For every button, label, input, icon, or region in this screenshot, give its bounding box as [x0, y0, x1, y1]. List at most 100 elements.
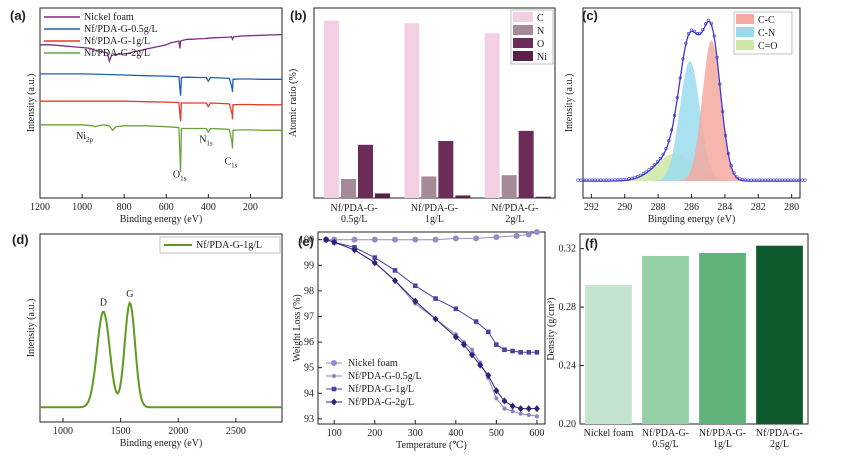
panel-c-data-point-24 — [644, 170, 648, 174]
panel-a-annotation-1: O1s — [173, 169, 187, 182]
panel-d-x-tick-label-1500: 1500 — [111, 426, 131, 437]
panel-c-data-point-54 — [729, 164, 733, 168]
panel-e-point-2-13 — [518, 350, 523, 355]
panel-e-y-tick-label-96: 96 — [304, 337, 314, 348]
panel-e-point-2-3 — [372, 255, 378, 260]
panel-d-annotation-1: G — [126, 289, 133, 300]
panel-c-legend-swatch-2 — [736, 40, 754, 50]
panel-e-point-0-12 — [533, 229, 540, 235]
panel-e-point-0-11 — [525, 231, 532, 238]
panel-c-data-point-80 — [803, 178, 807, 182]
panel-e-point-1-17 — [534, 414, 539, 419]
panel-c-data-point-79 — [800, 178, 804, 182]
panel-f-letter: (f) — [585, 236, 598, 251]
panel-c-legend-label-0: C-C — [758, 15, 775, 26]
panel-e-point-3-17 — [533, 405, 540, 413]
panel-e-x-tick-label-600: 600 — [529, 428, 544, 439]
panel-f-category-label-2-0: Nf/PDA-G- — [699, 428, 746, 439]
panel-b-ylabel: Atomic ratio (%) — [288, 69, 299, 137]
panel-e-y-tick-label-95: 95 — [304, 363, 314, 374]
panel-a-legend-label-0: Nickel foam — [84, 12, 134, 23]
panel-f-y-tick-label-0.28: 0.28 — [559, 302, 577, 313]
panel-c-data-point-55 — [732, 171, 736, 175]
panel-e-point-2-14 — [526, 350, 532, 355]
panel-c-data-point-1 — [579, 178, 583, 182]
panel-e-legend-marker-3 — [331, 398, 337, 406]
panel-e-point-3-14 — [509, 402, 516, 410]
panel-a-x-tick-label-1200: 1200 — [30, 202, 50, 213]
panel-e-point-1-16 — [526, 413, 531, 418]
panel-e-point-3-4 — [392, 277, 399, 285]
panel-e-y-tick-label-100: 100 — [299, 235, 314, 246]
panel-c-data-point-39 — [687, 31, 691, 36]
panel-f-ylabel: Density (g/cm³) — [546, 297, 557, 360]
panel-e-point-0-9 — [493, 234, 500, 241]
panel-a-ylabel: Intensity (a.u.) — [26, 74, 37, 133]
panel-e-point-2-15 — [534, 350, 540, 355]
panel-a-x-tick-label-200: 200 — [243, 202, 258, 213]
panel-c-data-point-18 — [627, 177, 631, 181]
panel-e-point-3-13 — [501, 397, 508, 405]
panel-e-point-0-8 — [473, 235, 480, 242]
panel-b-category-label-2-1: 2g/L — [505, 214, 524, 225]
panel-b-category-label-1-0: Nf/PDA-G- — [411, 203, 458, 214]
panel-e-point-2-12 — [510, 348, 515, 354]
panel-f-category-label-0-0: Nickel foam — [584, 428, 634, 439]
panel-c-legend-swatch-1 — [736, 27, 754, 37]
panel-e-y-tick-label-99: 99 — [304, 260, 314, 271]
panel-c-data-point-25 — [647, 168, 651, 172]
panel-c-data-point-48 — [712, 34, 716, 38]
panel-e-point-2-7 — [453, 306, 459, 312]
panel-d-annotation-0: D — [100, 298, 107, 309]
panel-e-y-tick-label-93: 93 — [304, 414, 314, 425]
panel-e-point-3-6 — [432, 315, 439, 323]
panel-e-point-0-7 — [452, 235, 459, 242]
panel-c-data-point-33 — [670, 128, 674, 132]
panel-b-category-label-0-0: Nf/PDA-G- — [331, 203, 378, 214]
panel-c-data-point-19 — [630, 176, 634, 180]
panel-c-data-point-36 — [678, 76, 682, 80]
panel-f-bar-1 — [642, 255, 689, 424]
panel-e-point-2-5 — [412, 283, 418, 289]
panel-b-bar-1-1 — [421, 176, 437, 198]
panel-f-category-label-1-1: 0.5g/L — [652, 439, 678, 450]
panel-f-frame — [579, 233, 809, 425]
panel-d-x-tick-label-1000: 1000 — [53, 426, 73, 437]
panel-c-data-point-50 — [718, 82, 722, 86]
panel-c-data-point-26 — [650, 165, 654, 170]
panel-e-point-2-6 — [433, 296, 438, 301]
panel-e-letter: (e) — [298, 234, 314, 249]
panel-e-point-3-8 — [460, 341, 467, 349]
panel-e-point-3-2 — [351, 246, 358, 254]
panel-a-annotation-2: N1s — [199, 135, 213, 148]
panel-e-point-2-11 — [502, 347, 507, 353]
panel-b-category-label-1-1: 1g/L — [425, 214, 444, 225]
panel-b-bar-1-3 — [455, 195, 471, 198]
panel-c-data-point-52 — [723, 133, 728, 137]
panel-a-letter: (a) — [10, 8, 26, 23]
panel-e-point-0-3 — [371, 236, 378, 243]
panel-b-letter: (b) — [290, 8, 307, 23]
panel-e-x-tick-label-500: 500 — [489, 428, 504, 439]
panel-c-data-point-37 — [681, 57, 685, 61]
panel-f-category-label-2-1: 1g/L — [713, 439, 732, 450]
panel-e-xlabel: Temperature (℃) — [396, 440, 467, 451]
panel-d-legend-label-0: Nf/PDA-G-1g/L — [196, 240, 262, 251]
panel-c-x-tick-label-288: 288 — [651, 202, 666, 213]
panel-d-letter: (d) — [12, 232, 29, 247]
panel-e-point-3-5 — [412, 297, 419, 305]
panel-c-data-point-40 — [689, 28, 694, 32]
panel-c-x-tick-label-284: 284 — [717, 202, 732, 213]
panel-b-legend-label-2: O — [537, 39, 544, 50]
panel-c-data-point-21 — [635, 174, 640, 179]
panel-c-data-point-41 — [692, 29, 696, 33]
panel-e-point-3-3 — [371, 259, 378, 267]
panel-e-point-2-4 — [392, 268, 398, 273]
panel-d-frame — [39, 233, 283, 423]
panel-f-category-label-1-0: Nf/PDA-G- — [642, 428, 689, 439]
panel-b-legend-swatch-0 — [513, 12, 533, 22]
panel-c-data-point-32 — [667, 139, 671, 143]
panel-f-bar-0 — [585, 285, 632, 424]
panel-e-legend-marker-0 — [331, 360, 337, 366]
panel-c-data-point-0 — [576, 178, 580, 182]
